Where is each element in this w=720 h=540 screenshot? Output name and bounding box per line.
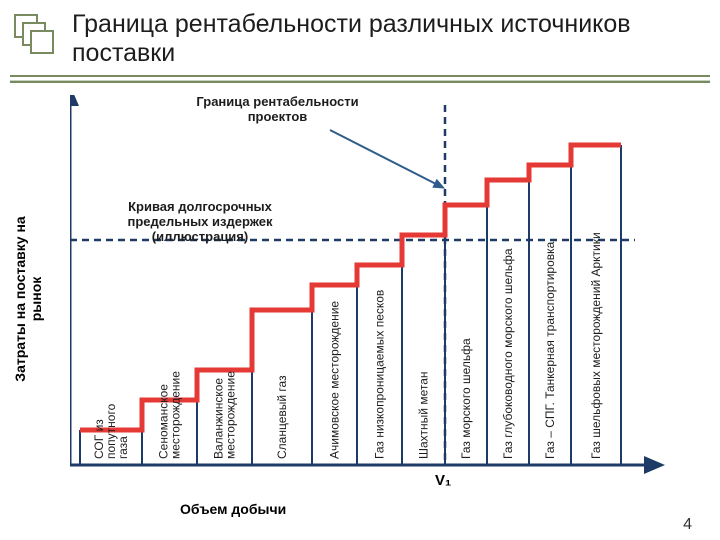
annotation-cost-curve: Кривая долгосрочных предельных издержек … <box>105 200 295 245</box>
y-axis-label: Затраты на поставку на рынок <box>18 95 38 490</box>
annotation-profitability-boundary: Граница рентабельности проектов <box>180 95 375 125</box>
svg-text:Газ шельфовых месторождений Ар: Газ шельфовых месторождений Арктики <box>589 232 603 459</box>
title-underline <box>10 75 710 83</box>
slide-title: Граница рентабельности различных источни… <box>72 10 692 68</box>
slide-bullet-icon <box>14 14 60 60</box>
svg-text:Газ – СПГ. Танкерная транспорт: Газ – СПГ. Танкерная транспортировка <box>543 241 557 459</box>
x-axis-label: Объем добычи <box>180 501 286 517</box>
page-number: 4 <box>683 516 692 534</box>
svg-text:Валанжинскоеместорождение: Валанжинскоеместорождение <box>212 371 238 459</box>
svg-text:Ачимовское месторождение: Ачимовское месторождение <box>328 301 342 459</box>
svg-text:V₁: V₁ <box>435 472 451 489</box>
svg-text:Сеноманскоеместорождение: Сеноманскоеместорождение <box>157 371 183 459</box>
svg-text:Сланцевый газ: Сланцевый газ <box>275 375 289 459</box>
svg-text:Шахтный метан: Шахтный метан <box>417 371 431 459</box>
svg-text:Газ низкопроницаемых песков: Газ низкопроницаемых песков <box>373 290 387 459</box>
svg-text:Газ морского шельфа: Газ морского шельфа <box>459 338 473 459</box>
supply-cost-chart: Затраты на поставку на рынок СОГ изпопут… <box>70 95 670 515</box>
svg-text:Газ глубоководного морского ше: Газ глубоководного морского шельфа <box>501 248 515 459</box>
